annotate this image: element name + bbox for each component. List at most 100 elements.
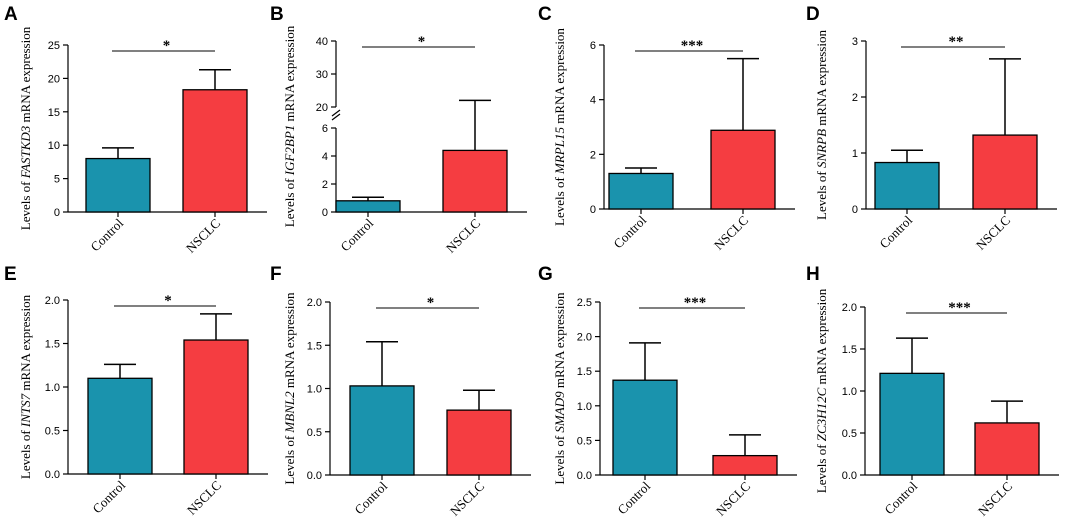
bar-nsclc: [712, 454, 778, 476]
panel-h: H Levels of ZC3H12C mRNA expression 0.0 0.5…: [806, 264, 1059, 519]
bar-nsclc: [710, 129, 776, 210]
y-tick-label: 2: [590, 149, 596, 161]
y-axis-label: Levels of SNRPB mRNA expression: [814, 30, 829, 220]
y-tick-label: 2.0: [45, 295, 60, 307]
y-tick-label: 20: [316, 102, 328, 114]
bar-nsclc: [446, 409, 512, 476]
y-tick-label: 10: [48, 140, 60, 152]
y-tick-label: 0.0: [45, 469, 60, 481]
x-tick-label: NSCLC: [447, 479, 487, 519]
panel-letter: H: [806, 264, 820, 285]
y-axis-label-suffix: mRNA expression: [282, 292, 297, 391]
y-axis-label-prefix: Levels of: [282, 433, 297, 485]
significance-marker: *: [163, 38, 171, 54]
bar-control: [349, 385, 415, 476]
y-tick-label: 0.5: [842, 428, 857, 440]
significance-marker: *: [164, 293, 172, 309]
y-axis-label-suffix: mRNA expression: [282, 25, 297, 124]
y-tick-label: 5: [54, 174, 60, 186]
y-axis-label-suffix: mRNA expression: [552, 292, 567, 391]
y-tick-label: 2.0: [577, 332, 592, 344]
y-tick-label: 4: [322, 151, 328, 163]
y-axis-label-prefix: Levels of: [18, 427, 33, 479]
y-tick-label: 2.0: [842, 302, 857, 314]
bar-nsclc: [442, 149, 508, 213]
y-tick-label: 2: [322, 179, 328, 191]
panel-g: G Levels of SMAD9 mRNA expression 0.0 0.5 1.…: [538, 264, 797, 519]
x-tick-label: Control: [337, 215, 376, 254]
x-tick-label: NSCLC: [184, 478, 224, 518]
y-tick-label: 1.0: [577, 401, 592, 413]
bar-control: [608, 172, 674, 210]
y-tick-label: 0.5: [307, 427, 322, 439]
y-tick-label: 2: [852, 92, 858, 104]
x-tick-label: Control: [610, 212, 649, 251]
y-tick-label: 20: [48, 73, 60, 85]
significance-marker: ***: [684, 295, 707, 311]
y-tick-label: 40: [316, 36, 328, 48]
panel-letter: D: [806, 4, 820, 25]
y-axis-label: Levels of FASTKD3 mRNA expression: [18, 26, 33, 230]
y-tick-label: 1.0: [45, 382, 60, 394]
y-axis-label-suffix: mRNA expression: [18, 294, 33, 393]
y-axis-label-gene: SMAD9: [552, 391, 567, 433]
y-tick-label: 2.5: [577, 297, 592, 309]
x-tick-label: NSCLC: [443, 216, 483, 256]
y-axis-label: Levels of ZC3H12C mRNA expression: [814, 288, 829, 493]
y-tick-label: 15: [48, 107, 60, 119]
significance-marker: *: [418, 34, 426, 50]
x-tick-label: Control: [881, 478, 920, 517]
y-axis-label-gene: IGF2BP1: [282, 125, 297, 177]
y-tick-label: 1.0: [842, 386, 857, 398]
panel-letter: A: [4, 4, 18, 25]
y-axis-label-gene: MBNL2: [282, 391, 297, 434]
panel-letter: F: [270, 264, 282, 285]
y-axis-label-prefix: Levels of: [814, 441, 829, 493]
y-tick-label: 0.5: [577, 435, 592, 447]
y-axis-label-suffix: mRNA expression: [18, 26, 33, 125]
y-axis-label-prefix: Levels of: [282, 175, 297, 227]
y-tick-label: 4: [590, 95, 596, 107]
y-axis-label-prefix: Levels of: [814, 168, 829, 220]
panel-letter: G: [538, 264, 553, 285]
y-tick-label: 1.5: [45, 339, 60, 351]
y-tick-label: 0.0: [577, 470, 592, 482]
bar-control: [879, 372, 945, 476]
y-tick-label: 2.0: [307, 297, 322, 309]
y-axis-label-suffix: mRNA expression: [552, 28, 567, 127]
y-tick-label: 0.5: [45, 426, 60, 438]
y-tick-label: 1.0: [307, 384, 322, 396]
y-axis-label-prefix: Levels of: [552, 174, 567, 226]
y-axis-label-gene: ZC3H12C: [814, 387, 829, 441]
bar-nsclc: [972, 134, 1038, 210]
y-tick-label: 30: [316, 69, 328, 81]
y-tick-label: 6: [322, 123, 328, 135]
panel-d: D Levels of SNRPB mRNA expression 0 1 2 3 Cont…: [806, 4, 1057, 253]
y-tick-label: 1.5: [577, 366, 592, 378]
bar-control: [612, 379, 678, 476]
panel-letter: B: [270, 4, 284, 25]
x-tick-label: NSCLC: [713, 479, 753, 519]
significance-marker: *: [427, 295, 435, 311]
x-tick-label: Control: [351, 478, 390, 517]
x-tick-label: Control: [87, 215, 126, 254]
x-tick-label: NSCLC: [711, 213, 751, 253]
y-tick-label: 3: [852, 36, 858, 48]
y-tick-label: 0: [54, 207, 60, 219]
bar-control: [87, 377, 153, 475]
y-tick-label: 0: [852, 204, 858, 216]
y-tick-label: 1: [852, 148, 858, 160]
bar-control: [335, 200, 401, 213]
y-axis-label-gene: INTS7: [18, 393, 33, 428]
y-axis-label-gene: FASTKD3: [18, 125, 33, 179]
bar-control: [874, 161, 940, 210]
x-tick-label: Control: [89, 477, 128, 516]
y-tick-label: 0.0: [842, 470, 857, 482]
bar-nsclc: [974, 422, 1040, 476]
y-axis-label-gene: MRPL15: [552, 127, 567, 175]
